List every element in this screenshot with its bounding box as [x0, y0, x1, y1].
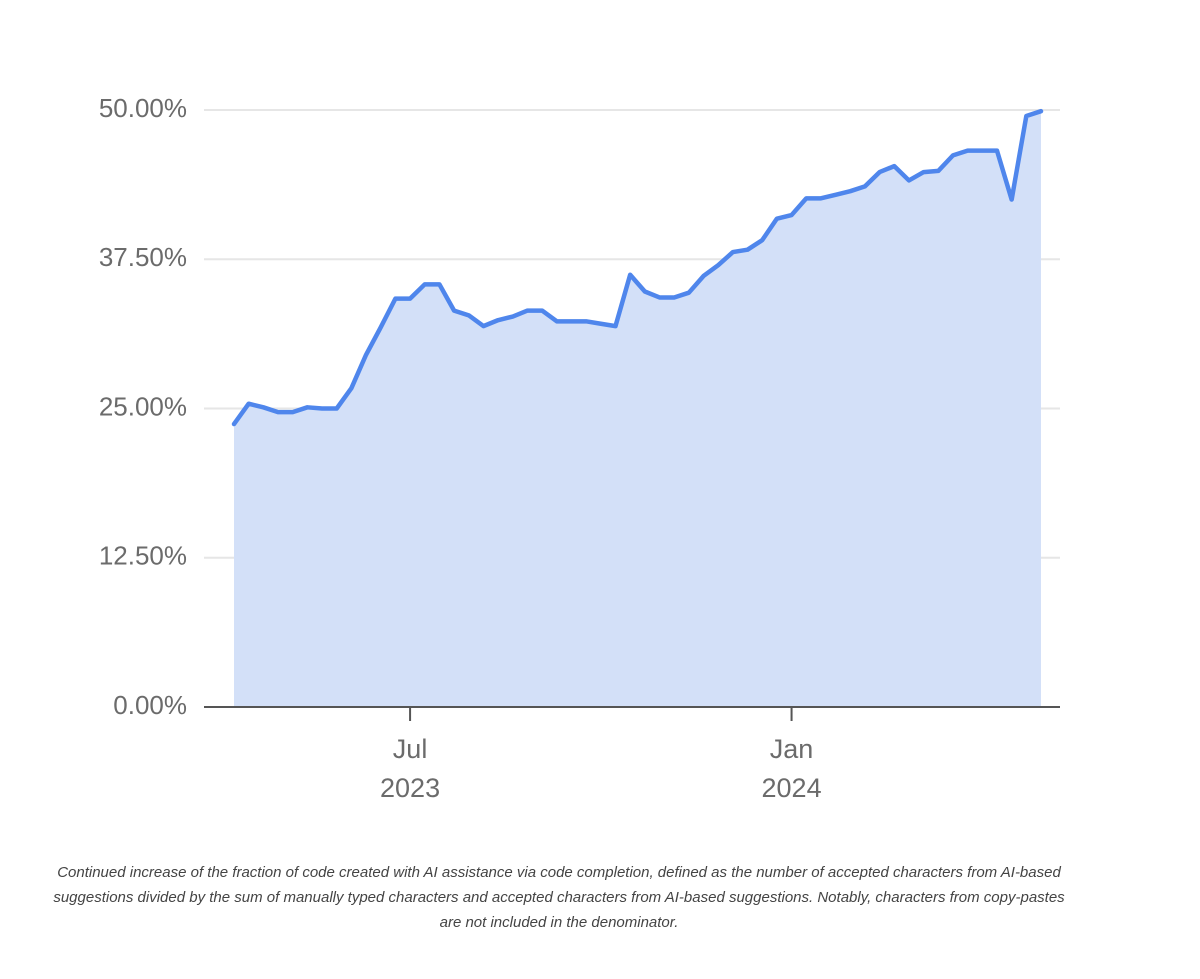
y-tick-label: 12.50%: [99, 541, 187, 571]
y-tick-label: 0.00%: [113, 690, 187, 720]
y-tick-label: 37.50%: [99, 242, 187, 272]
y-tick-label: 25.00%: [99, 391, 187, 421]
x-tick-label: Jan 2024: [761, 734, 822, 803]
y-tick-label: 50.00%: [99, 93, 187, 123]
line: [231, 108, 1044, 427]
x-tick-label: Jul 2023: [380, 734, 441, 803]
caption: Continued increase of the fraction of co…: [53, 864, 1065, 931]
area: [234, 111, 1041, 708]
